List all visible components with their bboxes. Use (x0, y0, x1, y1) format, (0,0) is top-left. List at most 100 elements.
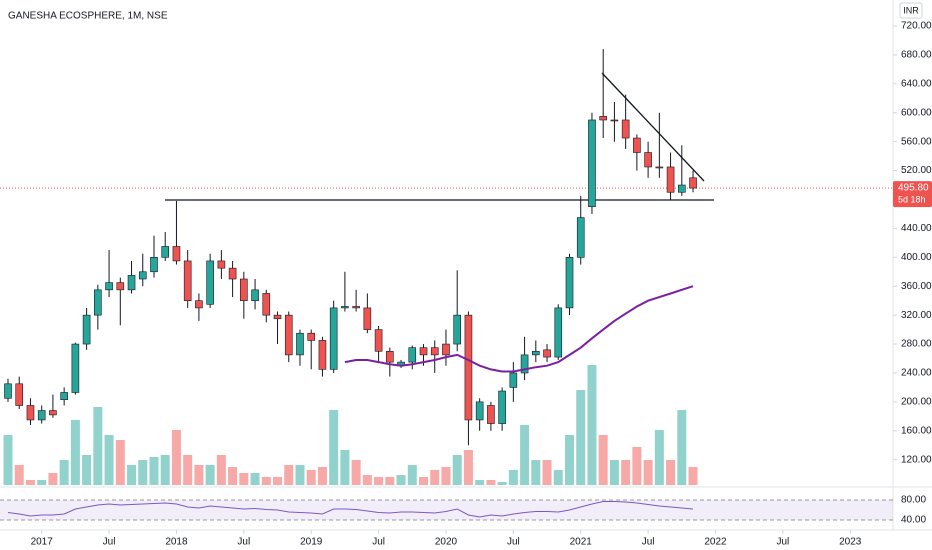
countdown-label: 5d 18h (898, 194, 926, 204)
volume-bar (430, 470, 440, 485)
volume-bar (127, 465, 137, 485)
y-tick-label: 320.00 (901, 310, 932, 321)
y-tick-label: 200.00 (901, 397, 932, 408)
volume-bar (216, 455, 226, 485)
candle-body (15, 383, 24, 406)
x-tick-label: Jul (372, 537, 385, 548)
candle-body (71, 343, 80, 393)
x-tick-label: Jul (237, 537, 250, 548)
candle-body (37, 410, 46, 421)
x-tick-label: 2023 (839, 537, 862, 548)
candle-body (94, 289, 102, 316)
volume-bar (576, 390, 586, 485)
volume-bar (59, 460, 69, 485)
volume-bar (396, 475, 406, 485)
candle-body (183, 260, 192, 301)
y-tick-label: 440.00 (901, 223, 932, 234)
volume-bar (340, 450, 350, 485)
candle-body (195, 300, 203, 309)
volume-bar (497, 482, 507, 485)
volume-bar (362, 475, 372, 485)
candle-body (127, 275, 136, 291)
candle-body (363, 307, 372, 330)
candle-body (352, 306, 360, 309)
rsi-tick-label: 40.00 (901, 515, 926, 526)
y-tick-label: 720.00 (901, 21, 932, 32)
candle-body (251, 289, 259, 301)
candle-body (509, 372, 518, 388)
volume-bar (306, 470, 316, 485)
volume-bar (228, 467, 238, 485)
y-tick-label: 360.00 (901, 281, 932, 292)
candle-body (273, 314, 282, 320)
volume-bar (104, 435, 114, 485)
volume-bar (688, 467, 698, 485)
candle-body (419, 347, 428, 356)
candle-body (307, 332, 316, 341)
volume-bar (654, 430, 664, 485)
candle-body (240, 278, 248, 301)
volume-bar (609, 460, 619, 485)
candle-body (644, 152, 652, 168)
y-tick-label: 160.00 (901, 425, 932, 436)
candle-body (666, 166, 675, 193)
volume-bar (407, 465, 417, 485)
chart-title: GANESHA ECOSPHERE, 1M, NSE (8, 11, 168, 22)
volume-bar (565, 435, 574, 485)
volume-bar (82, 455, 92, 485)
volume-bar (48, 473, 58, 485)
volume-bar (463, 450, 473, 485)
volume-bar (632, 447, 642, 485)
volume-bar (149, 457, 159, 485)
volume-bar (250, 473, 260, 485)
volume-bar (666, 460, 676, 485)
candle-body (284, 314, 293, 356)
y-tick-label: 640.00 (901, 78, 932, 89)
volume-bar (25, 480, 35, 485)
volume-bar (441, 467, 451, 485)
volume-bar (486, 480, 496, 485)
rsi-band (0, 500, 893, 520)
rsi-tick-label: 80.00 (901, 495, 926, 506)
candle-body (554, 307, 563, 358)
volume-bar (677, 410, 687, 485)
volume-bar (587, 365, 597, 485)
volume-bar (261, 477, 271, 485)
candle-body (532, 350, 540, 356)
candle-body (150, 257, 158, 273)
volume-bar (621, 460, 631, 485)
candle-body (172, 246, 181, 262)
volume-bar (93, 407, 103, 485)
candle-body (228, 267, 237, 280)
volume-bar (351, 460, 361, 485)
candle-body (610, 119, 619, 122)
y-tick-label: 240.00 (901, 368, 932, 379)
x-tick-label: 2020 (435, 537, 458, 548)
candle-body (262, 293, 271, 316)
candle-body (206, 260, 214, 305)
volume-bar (115, 440, 125, 485)
candle-body (26, 405, 35, 421)
x-tick-label: Jul (103, 537, 116, 548)
price-tag-label: 495.80 (898, 183, 929, 194)
volume-bar (295, 465, 305, 485)
volume-bar (3, 435, 13, 485)
volume-bar (171, 430, 181, 485)
candle-body (296, 332, 304, 356)
candle-body (138, 271, 147, 280)
volume-bar (542, 460, 552, 485)
x-tick-label: 2018 (165, 537, 188, 548)
candle-body (408, 347, 417, 363)
candle-body (498, 390, 506, 424)
volume-bar (183, 455, 193, 485)
candle-body (655, 166, 664, 169)
candle-body (49, 410, 57, 416)
candle-body (520, 354, 529, 374)
y-tick-label: 600.00 (901, 107, 932, 118)
volume-bar (138, 460, 148, 485)
candle-body (565, 257, 574, 309)
candle-body (689, 177, 697, 189)
volume-bar (37, 480, 47, 485)
candle-body (453, 314, 462, 345)
marks (0, 49, 893, 518)
